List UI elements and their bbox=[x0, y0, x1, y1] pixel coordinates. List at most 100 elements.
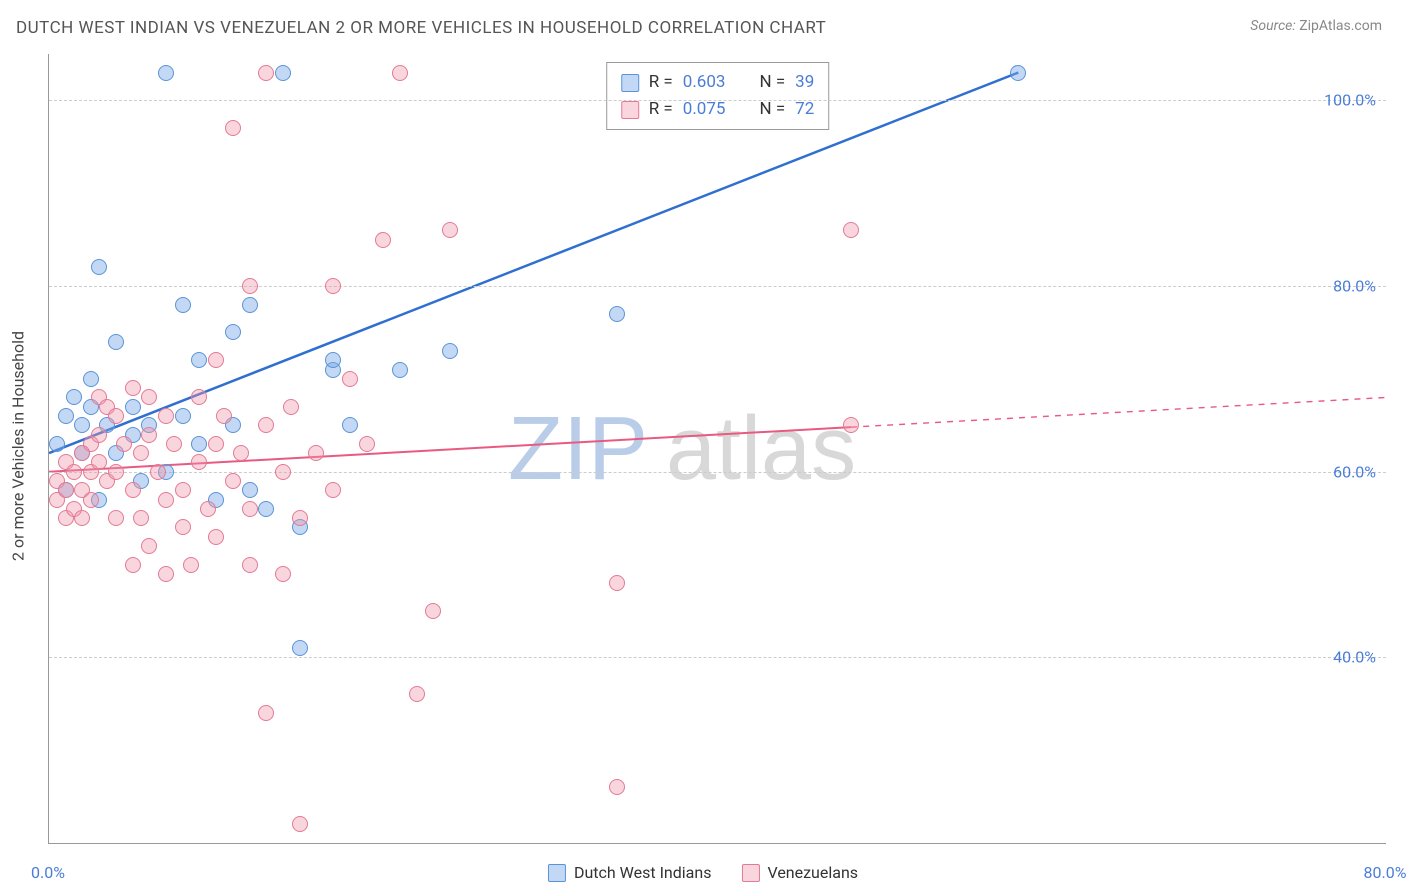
data-point bbox=[275, 566, 291, 582]
data-point bbox=[442, 222, 458, 238]
legend-label: Venezuelans bbox=[767, 863, 858, 882]
data-point bbox=[125, 399, 141, 415]
x-tick-label: 80.0% bbox=[1364, 863, 1406, 882]
data-point bbox=[191, 454, 207, 470]
source-label: Source: bbox=[1250, 18, 1295, 34]
n-value: 39 bbox=[795, 69, 814, 96]
series-legend: Dutch West Indians Venezuelans bbox=[548, 863, 858, 882]
legend-item: Venezuelans bbox=[741, 863, 858, 882]
data-point bbox=[116, 436, 132, 452]
legend-label: Dutch West Indians bbox=[574, 863, 712, 882]
gridline bbox=[49, 472, 1386, 473]
data-point bbox=[609, 575, 625, 591]
data-point bbox=[125, 482, 141, 498]
data-point bbox=[141, 427, 157, 443]
data-point bbox=[66, 464, 82, 480]
data-point bbox=[225, 120, 241, 136]
data-point bbox=[325, 352, 341, 368]
trend-line-dashed bbox=[851, 397, 1386, 427]
watermark: ZIP atlas bbox=[508, 394, 928, 504]
data-point bbox=[125, 380, 141, 396]
gridline bbox=[49, 657, 1386, 658]
data-point bbox=[225, 473, 241, 489]
data-point bbox=[158, 492, 174, 508]
y-axis-label: 2 or more Vehicles in Household bbox=[9, 331, 28, 561]
legend-item: Dutch West Indians bbox=[548, 863, 712, 882]
data-point bbox=[242, 297, 258, 313]
chart-title: DUTCH WEST INDIAN VS VENEZUELAN 2 OR MOR… bbox=[16, 18, 826, 38]
data-point bbox=[83, 371, 99, 387]
data-point bbox=[392, 362, 408, 378]
data-point bbox=[216, 408, 232, 424]
legend-swatch bbox=[621, 74, 639, 92]
data-point bbox=[91, 259, 107, 275]
data-point bbox=[442, 343, 458, 359]
y-tick-label: 60.0% bbox=[1333, 462, 1376, 481]
legend-swatch bbox=[548, 864, 566, 882]
data-point bbox=[191, 436, 207, 452]
data-point bbox=[292, 816, 308, 832]
data-point bbox=[843, 417, 859, 433]
gridline bbox=[49, 100, 1386, 101]
data-point bbox=[425, 603, 441, 619]
data-point bbox=[225, 324, 241, 340]
r-value: 0.603 bbox=[683, 69, 726, 96]
data-point bbox=[83, 492, 99, 508]
data-point bbox=[191, 352, 207, 368]
data-point bbox=[283, 399, 299, 415]
data-point bbox=[242, 557, 258, 573]
data-point bbox=[609, 779, 625, 795]
legend-swatch bbox=[741, 864, 759, 882]
data-point bbox=[200, 501, 216, 517]
data-point bbox=[175, 482, 191, 498]
data-point bbox=[74, 417, 90, 433]
chart-plot-area: ZIP atlas R = 0.603N = 39R = 0.075N = 72… bbox=[48, 54, 1386, 844]
data-point bbox=[208, 436, 224, 452]
data-point bbox=[242, 482, 258, 498]
source-attribution: Source: ZipAtlas.com bbox=[1250, 18, 1382, 34]
data-point bbox=[292, 640, 308, 656]
r-label: R = bbox=[649, 69, 673, 96]
data-point bbox=[108, 334, 124, 350]
data-point bbox=[191, 389, 207, 405]
data-point bbox=[308, 445, 324, 461]
data-point bbox=[325, 482, 341, 498]
data-point bbox=[91, 454, 107, 470]
data-point bbox=[158, 408, 174, 424]
data-point bbox=[242, 278, 258, 294]
data-point bbox=[58, 408, 74, 424]
data-point bbox=[258, 501, 274, 517]
data-point bbox=[91, 427, 107, 443]
svg-text:ZIP: ZIP bbox=[508, 399, 648, 499]
data-point bbox=[292, 510, 308, 526]
data-point bbox=[141, 538, 157, 554]
data-point bbox=[108, 464, 124, 480]
data-point bbox=[258, 65, 274, 81]
data-point bbox=[166, 436, 182, 452]
data-point bbox=[843, 222, 859, 238]
y-tick-label: 80.0% bbox=[1333, 277, 1376, 296]
data-point bbox=[175, 408, 191, 424]
data-point bbox=[342, 417, 358, 433]
data-point bbox=[375, 232, 391, 248]
data-point bbox=[409, 686, 425, 702]
data-point bbox=[125, 557, 141, 573]
n-label: N = bbox=[759, 69, 785, 96]
correlation-legend-box: R = 0.603N = 39R = 0.075N = 72 bbox=[606, 62, 830, 130]
data-point bbox=[58, 482, 74, 498]
data-point bbox=[158, 566, 174, 582]
data-point bbox=[275, 464, 291, 480]
data-point bbox=[133, 510, 149, 526]
data-point bbox=[141, 389, 157, 405]
data-point bbox=[183, 557, 199, 573]
data-point bbox=[133, 445, 149, 461]
data-point bbox=[74, 510, 90, 526]
data-point bbox=[325, 278, 341, 294]
data-point bbox=[609, 306, 625, 322]
y-tick-label: 100.0% bbox=[1324, 91, 1376, 110]
data-point bbox=[258, 417, 274, 433]
data-point bbox=[275, 65, 291, 81]
y-tick-label: 40.0% bbox=[1333, 648, 1376, 667]
data-point bbox=[108, 408, 124, 424]
data-point bbox=[392, 65, 408, 81]
